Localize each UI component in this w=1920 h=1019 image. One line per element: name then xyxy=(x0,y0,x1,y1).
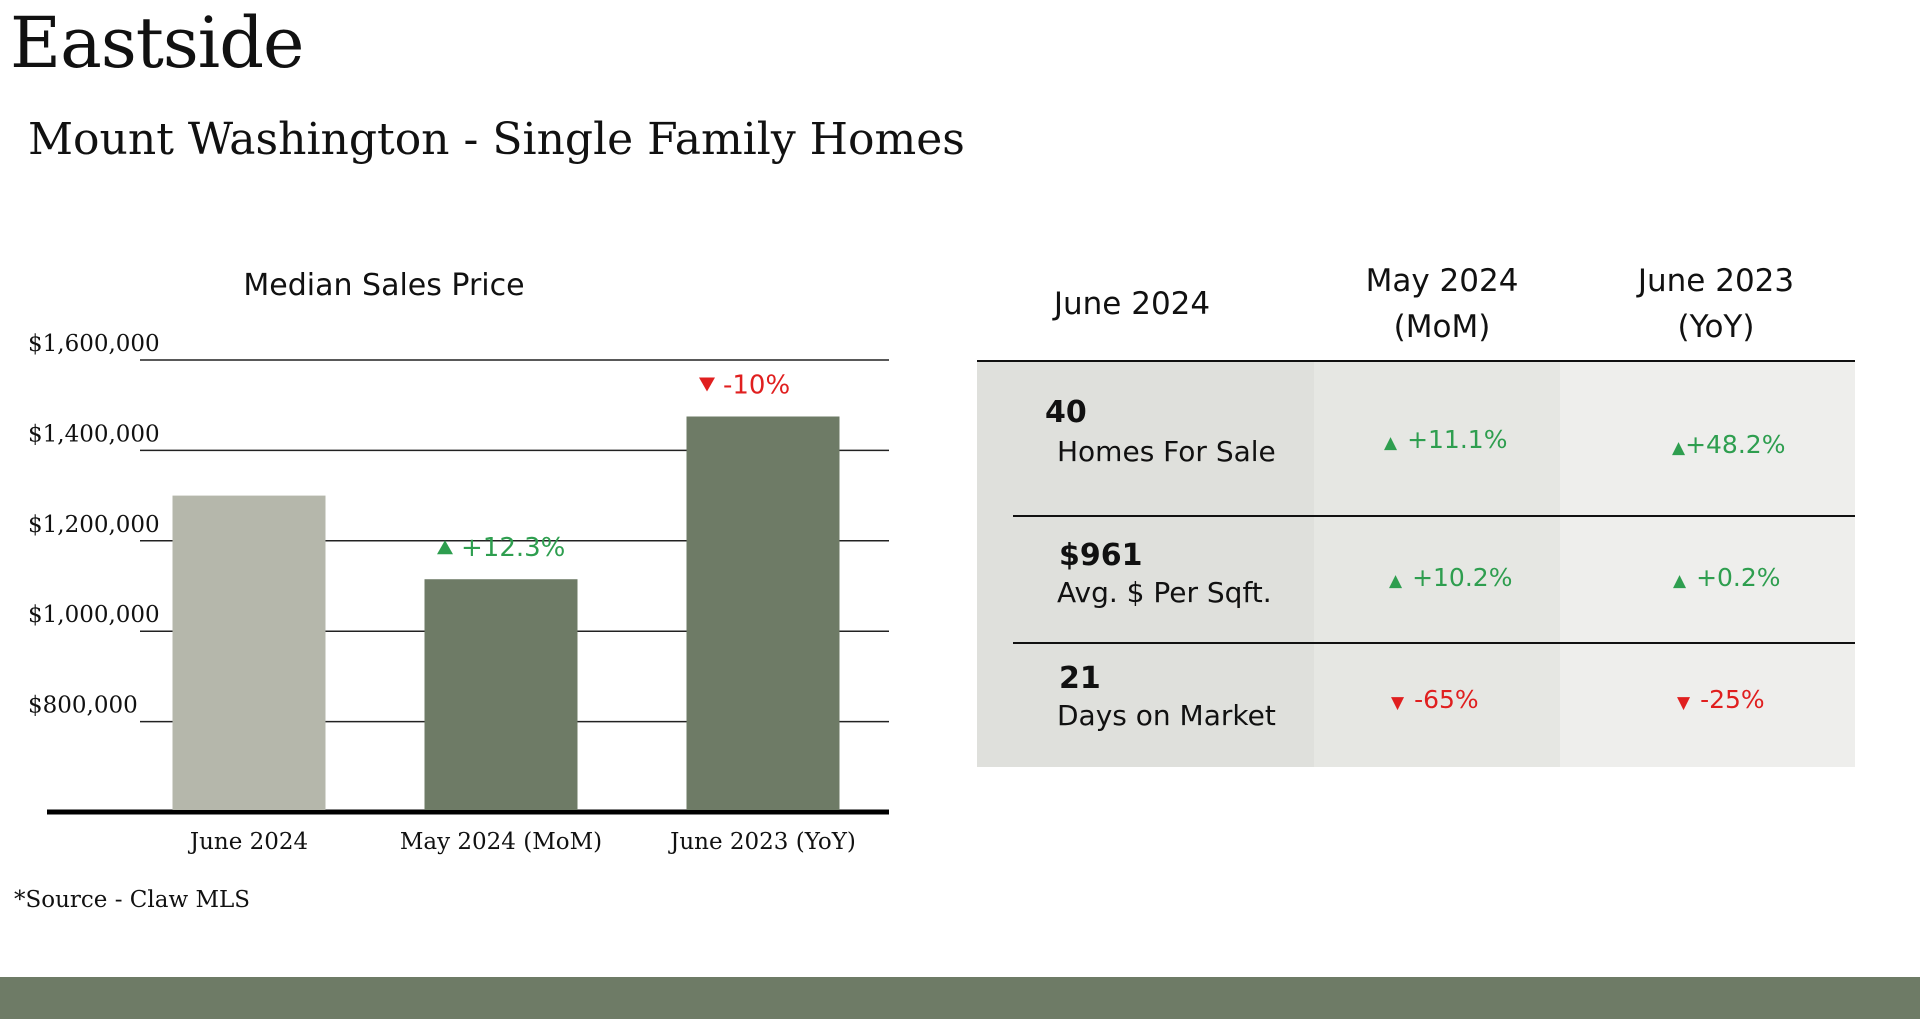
page-subtitle: Mount Washington - Single Family Homes xyxy=(28,114,965,165)
column-band-current xyxy=(977,362,1314,767)
triangle-down-icon xyxy=(699,377,715,392)
x-tick-label: June 2024 xyxy=(188,829,308,855)
days-on-market-yoy: ▼ -25% xyxy=(1677,685,1765,714)
price-per-sqft-label: Avg. $ Per Sqft. xyxy=(1057,576,1272,609)
bar xyxy=(686,416,840,810)
homes-for-sale-label: Homes For Sale xyxy=(1057,435,1276,468)
header-mom: May 2024 (MoM) xyxy=(1365,263,1519,345)
chart-svg: Median Sales Price $800,000 $1,000,000 $1,2… xyxy=(28,268,889,855)
triangle-up-icon: ▲ xyxy=(1389,571,1403,591)
x-tick-label: May 2024 (MoM) xyxy=(400,829,602,855)
change-value: +48.2% xyxy=(1685,430,1786,459)
y-tick-label: $1,600,000 xyxy=(28,331,160,357)
annotation-label: +12.3% xyxy=(461,533,565,563)
metrics-table: June 2024 May 2024 (MoM) June 2023 (YoY)… xyxy=(977,255,1855,767)
price-per-sqft-value: $961 xyxy=(1059,538,1143,573)
column-band-yoy xyxy=(1560,362,1855,767)
triangle-up-icon: ▲ xyxy=(1384,433,1398,453)
y-tick-label: $1,000,000 xyxy=(28,602,160,628)
footer-band xyxy=(0,977,1920,1019)
homes-for-sale-value: 40 xyxy=(1045,395,1087,430)
triangle-down-icon: ▼ xyxy=(1677,693,1691,713)
header-yoy: June 2023 (YoY) xyxy=(1637,263,1795,345)
row-divider xyxy=(1013,642,1855,644)
annotation-label: -10% xyxy=(723,371,790,401)
change-annotation: -10% xyxy=(699,371,790,401)
days-on-market-mom: ▼ -65% xyxy=(1391,685,1479,714)
triangle-up-icon: ▲ xyxy=(1673,571,1687,591)
bar xyxy=(172,495,326,810)
homes-for-sale-mom: ▲ +11.1% xyxy=(1384,425,1507,454)
days-on-market-label: Days on Market xyxy=(1057,699,1276,732)
header-rule xyxy=(977,360,1855,362)
source-note: *Source - Claw MLS xyxy=(14,887,251,913)
change-value: -65% xyxy=(1414,685,1479,714)
price-per-sqft-yoy: ▲ +0.2% xyxy=(1673,563,1781,592)
change-value: +0.2% xyxy=(1696,563,1781,592)
row-divider xyxy=(1013,515,1855,517)
page-title: Eastside xyxy=(10,2,304,84)
header-current: June 2024 xyxy=(1053,286,1211,322)
change-value: +10.2% xyxy=(1412,563,1513,592)
triangle-up-icon xyxy=(437,540,453,555)
y-tick-label: $1,200,000 xyxy=(28,512,160,538)
chart-title: Median Sales Price xyxy=(243,268,524,303)
x-tick-label: June 2023 (YoY) xyxy=(668,829,856,855)
y-tick-label: $1,400,000 xyxy=(28,421,160,447)
bar xyxy=(424,579,578,810)
y-tick-label: $800,000 xyxy=(28,693,138,719)
change-value: -25% xyxy=(1700,685,1765,714)
change-annotation: +12.3% xyxy=(437,533,565,563)
homes-for-sale-yoy: ▲+48.2% xyxy=(1672,430,1785,459)
median-sales-price-chart: Median Sales Price $800,000 $1,000,000 $1,2… xyxy=(0,250,920,870)
days-on-market-value: 21 xyxy=(1059,661,1101,696)
triangle-down-icon: ▼ xyxy=(1391,693,1405,713)
price-per-sqft-mom: ▲ +10.2% xyxy=(1389,563,1512,592)
column-band-mom xyxy=(1314,362,1560,767)
change-value: +11.1% xyxy=(1407,425,1508,454)
triangle-up-icon: ▲ xyxy=(1672,438,1686,458)
